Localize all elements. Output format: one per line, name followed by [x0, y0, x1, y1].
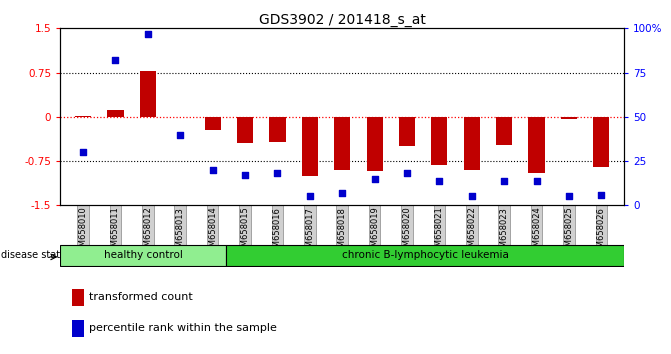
Text: disease state: disease state — [1, 250, 66, 259]
Bar — [496, 117, 512, 145]
Text: chronic B-lymphocytic leukemia: chronic B-lymphocytic leukemia — [342, 250, 509, 260]
Bar — [226, 245, 624, 266]
Point — [175, 132, 186, 137]
Bar — [464, 117, 480, 170]
Bar — [529, 117, 545, 173]
Bar — [431, 117, 448, 165]
Point — [499, 178, 509, 183]
Point — [531, 178, 542, 183]
Bar — [205, 117, 221, 130]
Point — [142, 31, 153, 36]
Bar — [72, 320, 84, 337]
Bar — [237, 117, 253, 143]
Title: GDS3902 / 201418_s_at: GDS3902 / 201418_s_at — [259, 13, 425, 27]
Bar — [75, 116, 91, 117]
Bar — [399, 117, 415, 146]
Point — [596, 192, 607, 198]
Bar — [302, 117, 318, 176]
Point — [305, 194, 315, 199]
Text: transformed count: transformed count — [89, 292, 193, 302]
Point — [240, 172, 250, 178]
Point — [110, 57, 121, 63]
Bar — [269, 117, 286, 142]
Bar — [561, 117, 577, 119]
Bar — [60, 245, 226, 266]
Point — [434, 178, 445, 183]
Text: healthy control: healthy control — [104, 250, 183, 260]
Point — [272, 171, 282, 176]
Point — [369, 176, 380, 182]
Bar — [140, 71, 156, 117]
Bar — [72, 289, 84, 306]
Bar — [593, 117, 609, 167]
Point — [337, 190, 348, 196]
Bar — [334, 117, 350, 170]
Point — [402, 171, 413, 176]
Point — [466, 194, 477, 199]
Bar — [107, 110, 123, 117]
Bar — [366, 117, 382, 171]
Text: percentile rank within the sample: percentile rank within the sample — [89, 323, 276, 333]
Point — [78, 149, 89, 155]
Point — [207, 167, 218, 173]
Point — [564, 194, 574, 199]
